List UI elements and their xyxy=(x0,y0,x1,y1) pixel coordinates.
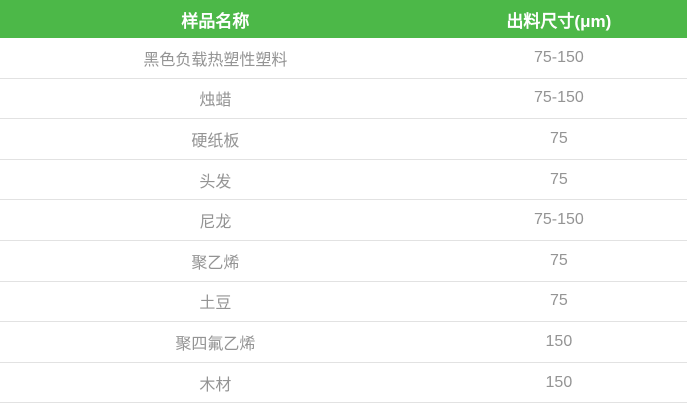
table-row: 黑色负载热塑性塑料 75-150 xyxy=(0,38,687,79)
column-header-output-size: 出料尺寸(μm) xyxy=(430,0,687,38)
table-row: 头发 75 xyxy=(0,159,687,201)
table-row: 聚乙烯 75 xyxy=(0,240,687,282)
table-row: 土豆 75 xyxy=(0,281,687,323)
output-size-cell: 75-150 xyxy=(430,199,687,241)
output-size-cell: 75 xyxy=(430,159,687,201)
table-body: 黑色负载热塑性塑料 75-150 烛蜡 75-150 硬纸板 75 头发 75 尼龙 75-150… xyxy=(0,38,687,404)
output-size-cell: 75-150 xyxy=(430,38,687,79)
sample-output-size-table: 样品名称 出料尺寸(μm) 黑色负载热塑性塑料 75-150 烛蜡 75-150 硬纸板… xyxy=(0,0,687,404)
sample-name-cell: 聚乙烯 xyxy=(0,240,431,282)
output-size-cell: 150 xyxy=(430,362,687,404)
sample-name-cell: 木材 xyxy=(0,362,431,404)
table-header: 样品名称 出料尺寸(μm) xyxy=(0,0,687,38)
output-size-cell: 75 xyxy=(430,281,687,323)
sample-name-cell: 尼龙 xyxy=(0,199,431,241)
sample-name-cell: 头发 xyxy=(0,159,431,201)
sample-name-cell: 聚四氟乙烯 xyxy=(0,321,431,363)
table-row: 木材 150 xyxy=(0,362,687,404)
sample-name-cell: 烛蜡 xyxy=(0,78,431,120)
output-size-cell: 75 xyxy=(430,118,687,160)
sample-name-cell: 硬纸板 xyxy=(0,118,431,160)
table-row: 尼龙 75-150 xyxy=(0,199,687,241)
table-row: 硬纸板 75 xyxy=(0,118,687,160)
table-row: 烛蜡 75-150 xyxy=(0,78,687,120)
table-header-row: 样品名称 出料尺寸(μm) xyxy=(0,0,687,38)
output-size-cell: 75-150 xyxy=(430,78,687,120)
sample-name-cell: 黑色负载热塑性塑料 xyxy=(0,38,431,79)
output-size-cell: 75 xyxy=(430,240,687,282)
output-size-cell: 150 xyxy=(430,321,687,363)
table-row: 聚四氟乙烯 150 xyxy=(0,321,687,363)
column-header-sample-name: 样品名称 xyxy=(0,0,431,38)
sample-name-cell: 土豆 xyxy=(0,281,431,323)
